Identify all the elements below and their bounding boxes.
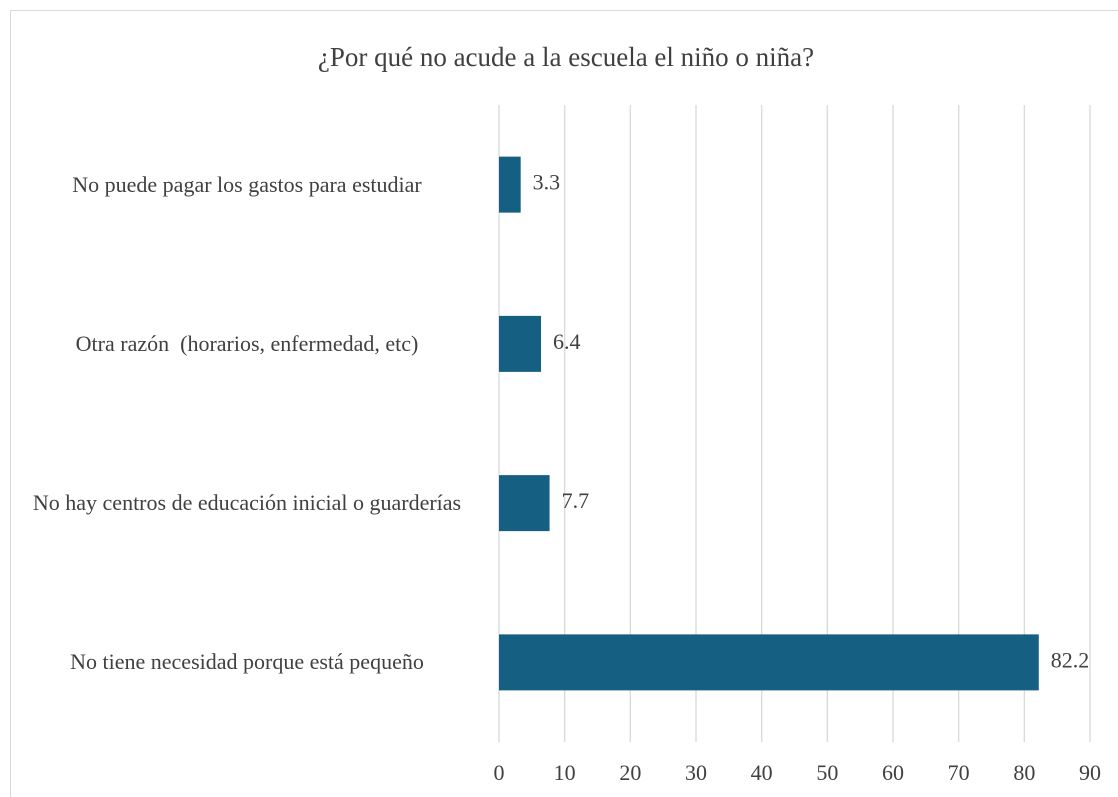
- chart-title: ¿Por qué no acude a la escuela el niño o…: [318, 42, 814, 72]
- bar: [499, 475, 550, 532]
- x-tick-label: 0: [494, 760, 505, 785]
- chart-border: [10, 10, 1118, 797]
- x-tick-label: 80: [1013, 760, 1035, 785]
- bar: [499, 634, 1039, 691]
- x-tick-label: 10: [554, 760, 576, 785]
- bar: [499, 156, 521, 213]
- data-label: 82.2: [1051, 647, 1090, 672]
- x-tick-label: 50: [816, 760, 838, 785]
- data-label: 6.4: [553, 329, 581, 354]
- y-tick-label: No puede pagar los gastos para estudiar: [72, 171, 422, 197]
- x-tick-label: 40: [751, 760, 773, 785]
- x-tick-label: 60: [882, 760, 904, 785]
- x-tick-label: 20: [619, 760, 641, 785]
- y-tick-label: No tiene necesidad porque está pequeño: [70, 649, 424, 675]
- x-tick-label: 90: [1079, 760, 1101, 785]
- x-tick-label: 30: [685, 760, 707, 785]
- y-tick-label: Otra razón (horarios, enfermedad, etc): [75, 330, 419, 356]
- data-label: 7.7: [562, 488, 590, 513]
- y-tick-label: No hay centros de educación inicial o gu…: [32, 490, 462, 516]
- x-tick-label: 70: [948, 760, 970, 785]
- data-label: 3.3: [533, 170, 561, 195]
- bar: [499, 315, 542, 372]
